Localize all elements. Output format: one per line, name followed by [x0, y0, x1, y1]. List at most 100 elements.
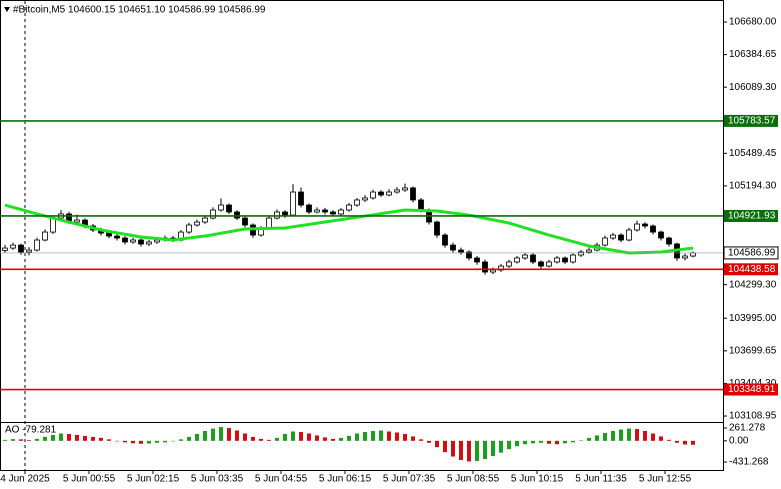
candle-body	[434, 221, 440, 236]
candle-body	[642, 223, 648, 227]
candle-body	[562, 257, 568, 263]
x-tick-label: 5 Jun 04:55	[255, 474, 308, 485]
ao-bar	[539, 440, 543, 443]
candle-body	[450, 244, 456, 251]
ao-bar	[643, 431, 647, 441]
ao-bar	[339, 437, 343, 441]
candle-body	[330, 211, 336, 215]
ao-bar	[51, 434, 55, 441]
level-box	[724, 263, 778, 276]
level-label: 103348.91	[728, 384, 776, 395]
level-box	[724, 383, 778, 396]
symbol-icon	[4, 7, 10, 12]
ao-bar	[259, 438, 263, 441]
candle-body	[26, 249, 32, 253]
ao-bar	[227, 428, 231, 441]
ao-bar	[691, 440, 695, 445]
ao-bar	[515, 440, 519, 447]
candle-body	[378, 191, 384, 196]
ao-bar	[235, 430, 239, 441]
ao-bar	[371, 431, 375, 441]
candle-body	[370, 191, 376, 199]
candle-body	[586, 249, 592, 253]
candle-body	[626, 229, 632, 241]
candle-body	[442, 234, 448, 246]
ao-bar	[667, 439, 671, 441]
level-box	[724, 209, 778, 222]
candle-body	[546, 261, 552, 267]
ao-bar	[203, 431, 207, 441]
candle-body	[634, 223, 640, 231]
ao-bar	[11, 439, 15, 441]
ao-bar	[251, 436, 255, 441]
candle-body	[42, 231, 48, 241]
ao-bar	[491, 440, 495, 457]
ao-bar	[27, 440, 31, 441]
ao-bar	[683, 440, 687, 445]
ao-bar	[555, 440, 559, 445]
x-tick-label: 5 Jun 03:35	[191, 474, 244, 485]
ao-bar	[507, 440, 511, 450]
ao-bar	[523, 440, 527, 445]
ao-bar	[395, 432, 399, 441]
ao-bar	[403, 433, 407, 441]
candle-body	[402, 187, 408, 191]
ao-bar	[411, 436, 415, 441]
candle-body	[666, 237, 672, 245]
moving-average	[4, 203, 694, 255]
ao-bar	[83, 435, 87, 441]
y-tick-label: 261.278	[729, 423, 766, 434]
ao-bar	[19, 439, 23, 441]
level-box	[724, 114, 778, 127]
candle-body	[202, 217, 208, 223]
ao-bar	[459, 440, 463, 460]
ao-bar	[475, 440, 479, 461]
ao-bar	[619, 429, 623, 441]
candle-body	[474, 257, 480, 263]
ao-bar	[75, 434, 79, 441]
ao-bar	[179, 439, 183, 441]
ao-bar	[611, 431, 615, 441]
level-label: 105783.57	[728, 116, 776, 127]
ao-bar	[299, 431, 303, 441]
ao-bar	[651, 433, 655, 441]
chart-title: #Bitcoin,M5 104600.15 104651.10 104586.9…	[13, 5, 266, 16]
ao-bar	[171, 440, 175, 442]
level-label: 104438.58	[728, 264, 776, 275]
candle-body	[490, 269, 496, 273]
candle-body	[146, 241, 152, 245]
ao-bar	[35, 438, 39, 441]
ao-bar	[43, 436, 47, 441]
ao-bar	[195, 433, 199, 441]
candle-body	[618, 234, 624, 241]
plot-frame	[0, 0, 724, 471]
y-tick-label: 105194.30	[729, 181, 777, 192]
candle-body	[458, 249, 464, 253]
ao-bar	[115, 440, 119, 442]
ao-bar	[659, 436, 663, 441]
x-tick-label: 5 Jun 00:55	[63, 474, 116, 485]
candle-body	[138, 239, 144, 245]
ao-bar	[571, 440, 575, 443]
ao-bar	[635, 429, 639, 441]
ao-bar	[427, 440, 431, 443]
ao-bar	[355, 433, 359, 441]
candle-body	[346, 204, 352, 211]
ao-bar	[67, 433, 71, 441]
y-tick-label: -431.268	[729, 457, 769, 468]
level-label: 104921.93	[728, 211, 776, 222]
indicator-title: AO -79.281	[5, 425, 57, 436]
candle-body	[554, 257, 560, 263]
candle-body	[290, 191, 296, 216]
x-tick-label: 5 Jun 06:15	[319, 474, 372, 485]
ao-bar	[379, 430, 383, 441]
candle-body	[482, 261, 488, 273]
ao-bar	[547, 440, 551, 444]
candle-body	[218, 204, 224, 211]
ao-bar	[595, 435, 599, 441]
x-tick-label: 4 Jun 2025	[0, 474, 50, 485]
ao-bar	[587, 437, 591, 441]
ao-bar	[275, 437, 279, 441]
ao-bar	[163, 440, 167, 443]
